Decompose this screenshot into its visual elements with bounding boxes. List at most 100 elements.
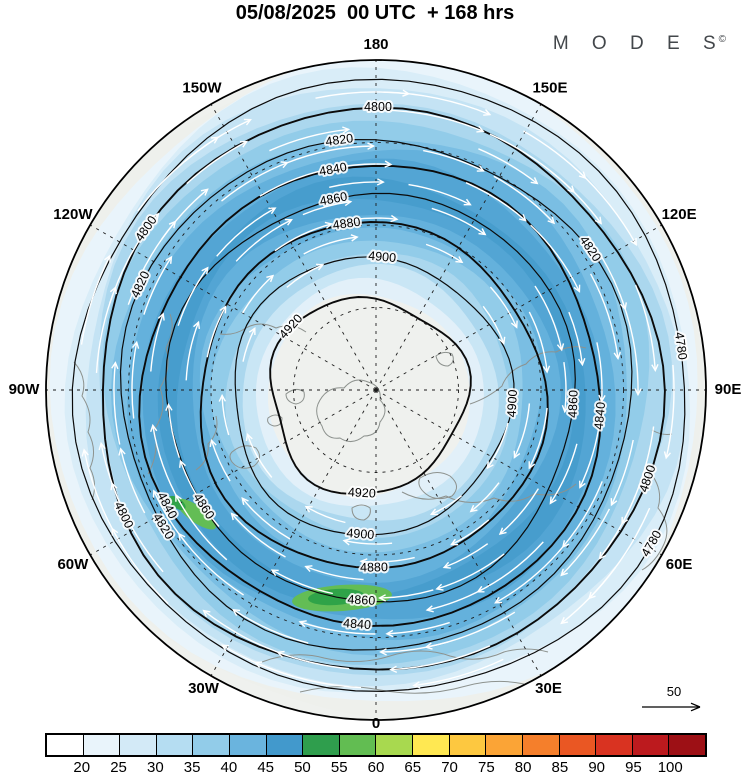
wind-arrow [562, 481, 603, 548]
colorbar-tick: 50 [294, 759, 311, 776]
wind-arrow-head [663, 451, 672, 460]
wind-arrow [379, 589, 434, 599]
wind-arrow-head [610, 498, 618, 507]
colorbar-segment [449, 735, 487, 755]
wind-arrow-head [219, 305, 227, 314]
contour-label: 4900 [505, 389, 520, 418]
wind-arrow-head [478, 228, 487, 236]
colorbar-segment [376, 735, 414, 755]
contour-line-4780 [71, 78, 686, 693]
coastline [418, 472, 457, 500]
colorbar-tick: 40 [220, 759, 238, 776]
wind-arrow-head [561, 405, 570, 414]
contour-label: 4820 [325, 131, 355, 149]
wind-arrow-head [634, 388, 642, 397]
wind-arrow [83, 449, 126, 551]
wind-arrow-head [157, 312, 165, 321]
wind-arrow-head [455, 256, 464, 264]
colorbar-segment [559, 735, 597, 755]
wind-arrow-head [542, 365, 551, 374]
wind-arrow [560, 508, 611, 576]
colorbar-tick: 100 [657, 759, 683, 776]
contour-label: 4860 [566, 390, 581, 418]
wind-arrow-head [202, 609, 211, 618]
wind-arrow-head [270, 569, 279, 577]
longitude-label-30E: 30E [535, 680, 562, 697]
wind-arrow-head [376, 178, 385, 186]
wind-arrow-head [450, 538, 459, 546]
longitude-label-150W: 150W [182, 80, 222, 97]
wind-arrow [380, 641, 449, 653]
wind-arrow [271, 569, 333, 595]
wind-arrow [610, 439, 634, 506]
longitude-label-180: 180 [363, 36, 388, 53]
wind-arrow [426, 588, 483, 611]
coastline [285, 388, 305, 405]
colorbar-tick: 90 [588, 759, 605, 776]
wind-arrow-head [245, 432, 253, 442]
wind-arrow [549, 170, 602, 224]
coastline [73, 361, 96, 501]
coastline [267, 414, 283, 427]
colorbar-tick: 85 [551, 759, 569, 776]
wind-arrow-head [594, 216, 603, 225]
wind-arrow [530, 224, 581, 292]
wind-arrow [665, 364, 675, 459]
wind-arrow [80, 255, 111, 345]
wind-arrow [621, 300, 639, 395]
wind-arrow-head [389, 665, 398, 674]
longitude-label-30W: 30W [188, 680, 220, 697]
wind-arrow [150, 313, 164, 372]
wind-arrow-head [81, 448, 89, 457]
wind-arrow-head [560, 616, 569, 625]
wind-arrow [221, 161, 288, 202]
longitude-label-120W: 120W [53, 206, 93, 223]
wind-arrow [431, 207, 486, 236]
wind-arrow-head [98, 441, 106, 451]
wind-arrow [274, 223, 332, 252]
wind-arrow-head [530, 177, 539, 185]
wind-arrow-head [463, 198, 472, 206]
wind-arrow-head [179, 459, 186, 468]
wind-arrow-head [412, 681, 421, 689]
wind-arrow [269, 128, 349, 152]
wind-arrow-head [613, 351, 621, 361]
wind-arrow-head [304, 565, 313, 573]
contour-line-4900 [234, 256, 515, 536]
coastline [299, 680, 525, 694]
wind-arrow [120, 448, 146, 514]
wind-arrow [495, 545, 565, 604]
contour-label: 4900 [368, 249, 397, 265]
wind-arrow-head [243, 118, 252, 126]
map-border [45, 59, 707, 721]
wind-arrow-head [248, 326, 256, 336]
coastline [195, 415, 218, 471]
wind-arrow-head [483, 109, 492, 116]
copyright-mark: © [718, 33, 726, 45]
colorbar [45, 733, 707, 757]
wind-arrow [423, 149, 484, 172]
wind-arrow-head [359, 558, 368, 566]
wind-arrow [478, 148, 538, 185]
wind-arrow [302, 201, 351, 216]
wind-arrow [360, 556, 415, 563]
colorbar-segment [522, 735, 560, 755]
map-area [46, 60, 706, 720]
contour-label: 4840 [343, 616, 372, 632]
wind-arrow-head [560, 568, 568, 577]
wind-arrow [513, 403, 531, 458]
wind-arrow [100, 443, 125, 514]
wind-arrow [143, 256, 172, 315]
longitude-label-150E: 150E [532, 80, 567, 97]
wind-arrow [579, 419, 601, 488]
colorbar-segment [83, 735, 121, 755]
wind-arrow [549, 443, 578, 504]
wind-arrow-head [476, 165, 485, 172]
wind-arrow-head [579, 480, 586, 489]
wind-arrow [203, 610, 281, 654]
wind-arrow [153, 490, 189, 546]
wind-arrow-head [111, 361, 119, 370]
wind-arrow [259, 166, 338, 197]
wind-arrow-head [104, 254, 111, 263]
wind-arrow-head [425, 605, 434, 613]
